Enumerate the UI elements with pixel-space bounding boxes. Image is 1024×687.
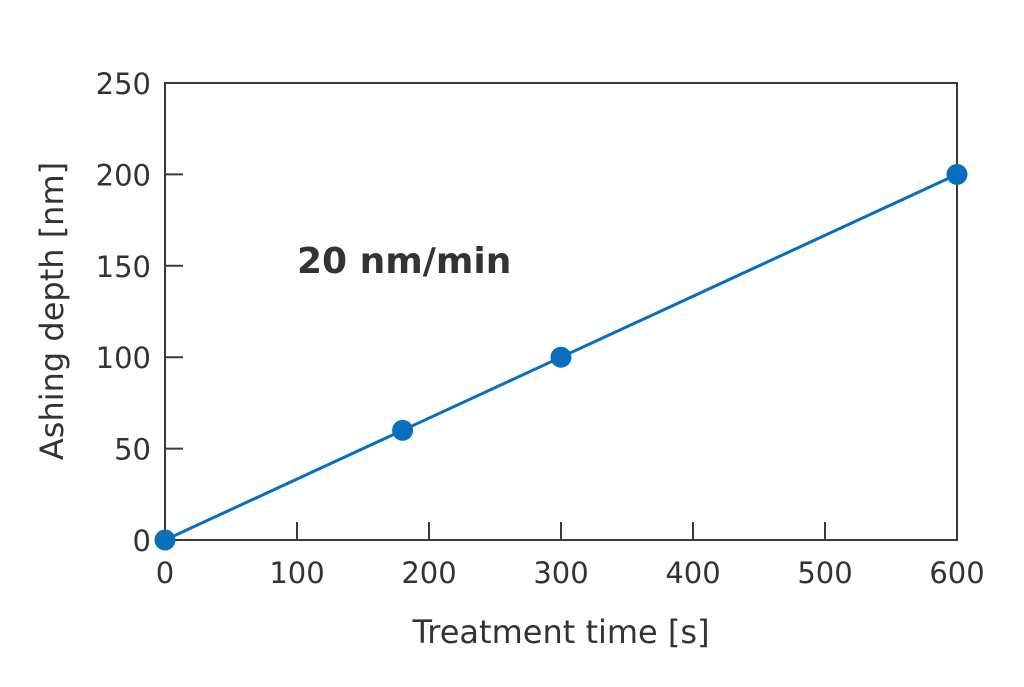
y-tick-label: 150 — [96, 250, 151, 284]
y-tick-label: 100 — [96, 341, 151, 375]
x-tick-label: 600 — [929, 556, 984, 590]
data-point — [550, 346, 572, 368]
x-tick-label: 100 — [269, 556, 324, 590]
series-line — [164, 173, 958, 542]
y-tick-label: 250 — [96, 67, 151, 101]
x-tick-label: 200 — [401, 556, 456, 590]
y-axis-label: Ashing depth [nm] — [33, 162, 71, 460]
x-tick-label: 300 — [533, 556, 588, 590]
y-tick-label: 200 — [96, 158, 151, 192]
plot-frame — [164, 82, 958, 541]
x-tick-label: 400 — [665, 556, 720, 590]
annotation-rate: 20 nm/min — [297, 241, 511, 282]
y-tick-label: 0 — [133, 524, 151, 558]
data-point — [154, 529, 176, 551]
x-tick-label: 0 — [156, 556, 174, 590]
data-point — [946, 163, 968, 185]
x-axis-label: Treatment time [s] — [411, 613, 709, 651]
x-tick-label: 500 — [797, 556, 852, 590]
data-point — [392, 419, 414, 441]
y-tick-label: 50 — [114, 433, 151, 467]
